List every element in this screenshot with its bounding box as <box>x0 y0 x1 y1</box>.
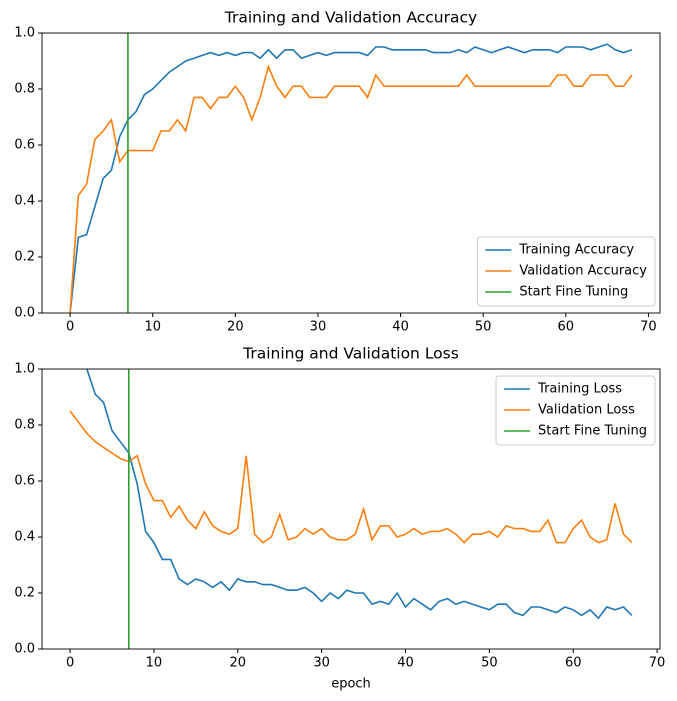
x-tick-label: 70 <box>649 656 666 671</box>
x-tick-label: 20 <box>227 320 244 335</box>
legend-label: Training Loss <box>537 382 622 397</box>
x-tick-label: 50 <box>475 320 492 335</box>
series-line <box>69 410 633 544</box>
x-tick-label: 20 <box>230 656 247 671</box>
subplot: Training and Validation Loss 0 10 20 30 40 50 6… <box>14 345 666 692</box>
y-tick-label: 0.2 <box>14 586 35 601</box>
y-tick-label: 0.0 <box>14 306 35 321</box>
y-tick-label: 1.0 <box>14 362 35 377</box>
legend-label: Start Fine Tuning <box>538 424 647 439</box>
y-tick-label: 0.6 <box>14 138 35 153</box>
x-tick-label: 50 <box>481 656 498 671</box>
series-line <box>69 43 633 313</box>
legend: Training Accuracy Validation Accuracy Star… <box>476 236 656 307</box>
series-line <box>69 64 633 313</box>
y-tick-label: 0.8 <box>14 418 35 433</box>
x-tick-label: 30 <box>310 320 327 335</box>
x-tick-label: 10 <box>146 656 163 671</box>
legend-label: Validation Accuracy <box>519 264 647 279</box>
x-tick-label: 0 <box>66 320 74 335</box>
subplot: Training and Validation Accuracy 0 10 20 30 4… <box>14 9 661 335</box>
x-tick-label: 40 <box>392 320 409 335</box>
x-tick-label: 60 <box>558 320 575 335</box>
y-tick-label: 0.0 <box>14 642 35 657</box>
y-tick-label: 0.8 <box>14 82 35 97</box>
y-tick-label: 0.6 <box>14 474 35 489</box>
x-tick-label: 30 <box>313 656 330 671</box>
y-tick-label: 0.4 <box>14 530 35 545</box>
axes-frame <box>41 32 661 314</box>
legend: Training Loss Validation Loss Start Fine T… <box>495 375 656 446</box>
axes-frame <box>41 368 661 650</box>
legend-label: Validation Loss <box>538 403 635 418</box>
chart-title: Training and Validation Accuracy <box>224 9 477 27</box>
x-tick-label: 70 <box>640 320 657 335</box>
y-tick-label: 0.4 <box>14 194 35 209</box>
x-tick-label: 10 <box>144 320 161 335</box>
x-tick-label: 0 <box>66 656 74 671</box>
legend-box <box>476 236 656 307</box>
x-axis-label: epoch <box>331 677 371 692</box>
chart-title: Training and Validation Loss <box>242 345 459 363</box>
legend-box <box>495 375 656 446</box>
x-tick-label: 60 <box>565 656 582 671</box>
x-tick-label: 40 <box>397 656 414 671</box>
y-tick-label: 1.0 <box>14 26 35 41</box>
legend-label: Start Fine Tuning <box>519 285 628 300</box>
series-line <box>86 369 633 620</box>
legend-label: Training Accuracy <box>518 243 634 258</box>
y-tick-label: 0.2 <box>14 250 35 265</box>
